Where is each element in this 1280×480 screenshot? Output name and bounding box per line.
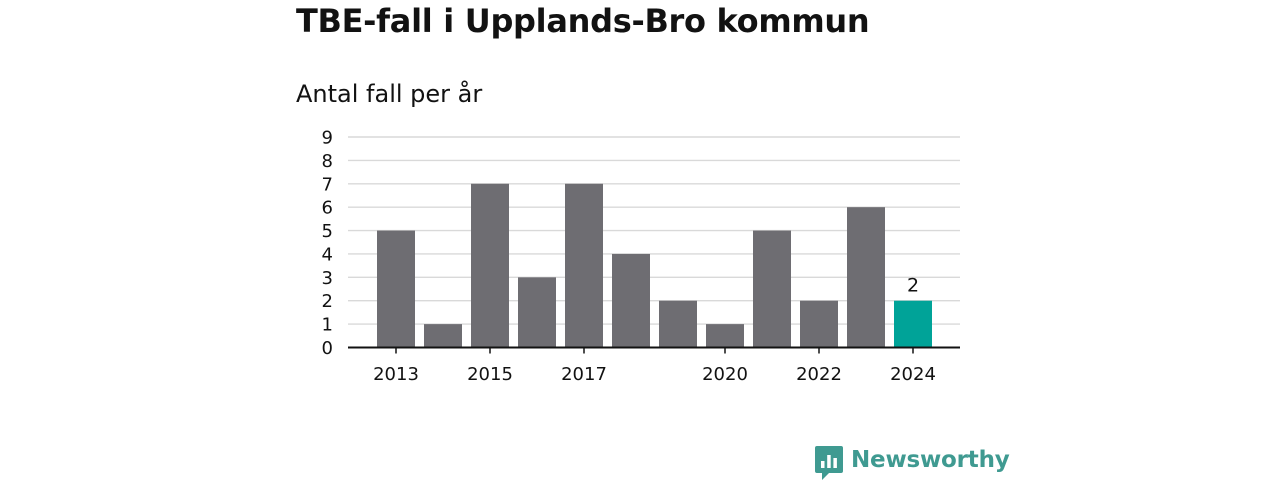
x-tick-label: 2017 xyxy=(561,364,607,385)
bar-2018 xyxy=(612,253,650,348)
y-tick-label: 0 xyxy=(322,338,333,359)
x-tick-label: 2015 xyxy=(467,364,513,385)
bar-2019 xyxy=(659,300,697,348)
bar-2024 xyxy=(894,300,932,348)
y-tick-label: 7 xyxy=(322,174,333,195)
x-tick-label: 2013 xyxy=(373,364,419,385)
y-tick-label: 6 xyxy=(322,198,333,219)
y-tick-label: 1 xyxy=(322,315,333,336)
bar-2020 xyxy=(706,324,744,348)
y-tick-label: 9 xyxy=(322,128,333,149)
data-labels: 2 xyxy=(907,275,919,297)
y-tick-label: 8 xyxy=(322,151,333,172)
x-axis-ticks: 2013 2015 2017 2020 2022 2024 xyxy=(373,347,936,385)
brand-name: Newsworthy xyxy=(851,447,1010,473)
x-tick-label: 2020 xyxy=(702,364,748,385)
bar-2013 xyxy=(377,230,415,348)
bar-2014 xyxy=(424,324,462,348)
brand-logo: Newsworthy xyxy=(815,446,1010,480)
chart-title: TBE-fall i Upplands-Bro kommun xyxy=(296,2,870,40)
newsworthy-logo-icon xyxy=(815,446,843,480)
bar-2021 xyxy=(753,230,791,348)
chart-subtitle: Antal fall per år xyxy=(296,80,483,108)
x-tick-label: 2022 xyxy=(796,364,842,385)
x-tick-label: 2024 xyxy=(890,364,936,385)
bar-2022 xyxy=(800,300,838,348)
y-tick-label: 2 xyxy=(322,291,333,312)
y-axis-ticks: 01 23 456 789 xyxy=(322,128,333,360)
data-label-2024: 2 xyxy=(907,275,919,297)
y-tick-label: 5 xyxy=(322,221,333,242)
bar-2015 xyxy=(471,183,509,348)
bar-2023 xyxy=(847,207,885,348)
bar-2017 xyxy=(565,183,603,348)
bars xyxy=(377,183,932,348)
y-tick-label: 3 xyxy=(322,268,333,289)
bar-2016 xyxy=(518,277,556,348)
y-tick-label: 4 xyxy=(322,244,333,265)
